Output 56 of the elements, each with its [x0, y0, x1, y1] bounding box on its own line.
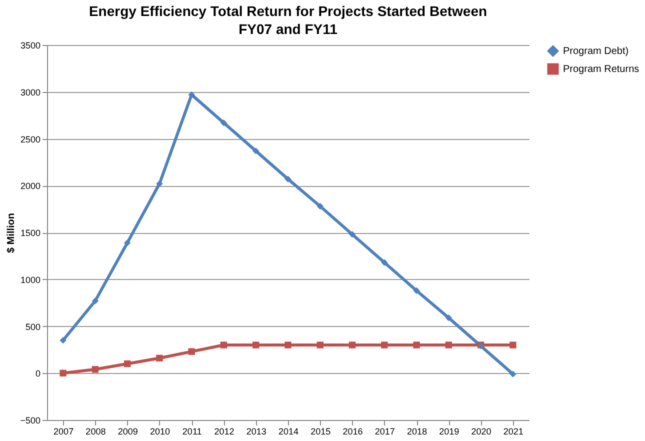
- point: [316, 342, 324, 348]
- point: [445, 314, 452, 322]
- x-tick-label: 2020: [471, 426, 492, 436]
- y-tick-label: 0: [35, 368, 40, 379]
- x-tick-label: 2013: [246, 426, 266, 436]
- x-tick-label: 2012: [214, 426, 234, 436]
- point: [188, 348, 195, 355]
- point: [445, 342, 452, 348]
- point: [413, 342, 420, 348]
- point: [60, 336, 66, 344]
- point: [381, 259, 388, 266]
- point: [348, 342, 356, 348]
- point: [156, 354, 163, 362]
- chart-title: Energy Efficiency Total Return for Projects Started Between FY07 and FY11: [88, 3, 488, 37]
- x-tick-label: 2011: [182, 426, 202, 436]
- x-tick-label: 2009: [118, 426, 138, 436]
- point: [252, 148, 260, 154]
- point: [156, 180, 163, 188]
- point: [188, 91, 195, 98]
- point: [316, 202, 324, 210]
- x-tick-label: 2017: [374, 426, 395, 436]
- y-tick-label: −500: [20, 416, 40, 426]
- y-axis-title: $ Million: [6, 213, 18, 253]
- x-tick-label: 2008: [86, 426, 106, 436]
- legend-label: Program Debt): [563, 46, 629, 57]
- x-tick-label: 2007: [54, 426, 74, 436]
- legend-label: Program Returns: [563, 64, 640, 75]
- y-tick-label: 500: [25, 322, 40, 332]
- point: [284, 176, 292, 182]
- point: [220, 119, 228, 126]
- y-tick-label: 2000: [20, 181, 40, 192]
- x-tick-label: 2016: [342, 426, 363, 436]
- y-tick-label: 3500: [20, 40, 40, 50]
- point: [220, 342, 228, 348]
- point: [124, 360, 131, 368]
- point: [60, 370, 66, 376]
- y-tick-label: 1500: [20, 228, 40, 238]
- point: [348, 231, 356, 238]
- x-tick-label: 2018: [407, 426, 428, 436]
- point: [413, 287, 420, 294]
- x-tick-label: 2021: [503, 426, 524, 436]
- point: [124, 239, 131, 246]
- x-tick-label: 2014: [278, 426, 299, 436]
- point: [381, 342, 388, 348]
- point: [92, 298, 99, 304]
- point: [510, 342, 516, 348]
- point: [252, 342, 260, 348]
- y-tick-label: 2500: [20, 134, 40, 144]
- point: [284, 342, 292, 348]
- x-tick-label: 2010: [150, 426, 170, 436]
- x-tick-label: 2015: [310, 426, 331, 436]
- point: [510, 370, 516, 378]
- y-tick-label: 3000: [20, 87, 40, 98]
- x-tick-label: 2019: [439, 426, 460, 436]
- point: [92, 366, 99, 373]
- y-tick-label: 1000: [20, 274, 40, 285]
